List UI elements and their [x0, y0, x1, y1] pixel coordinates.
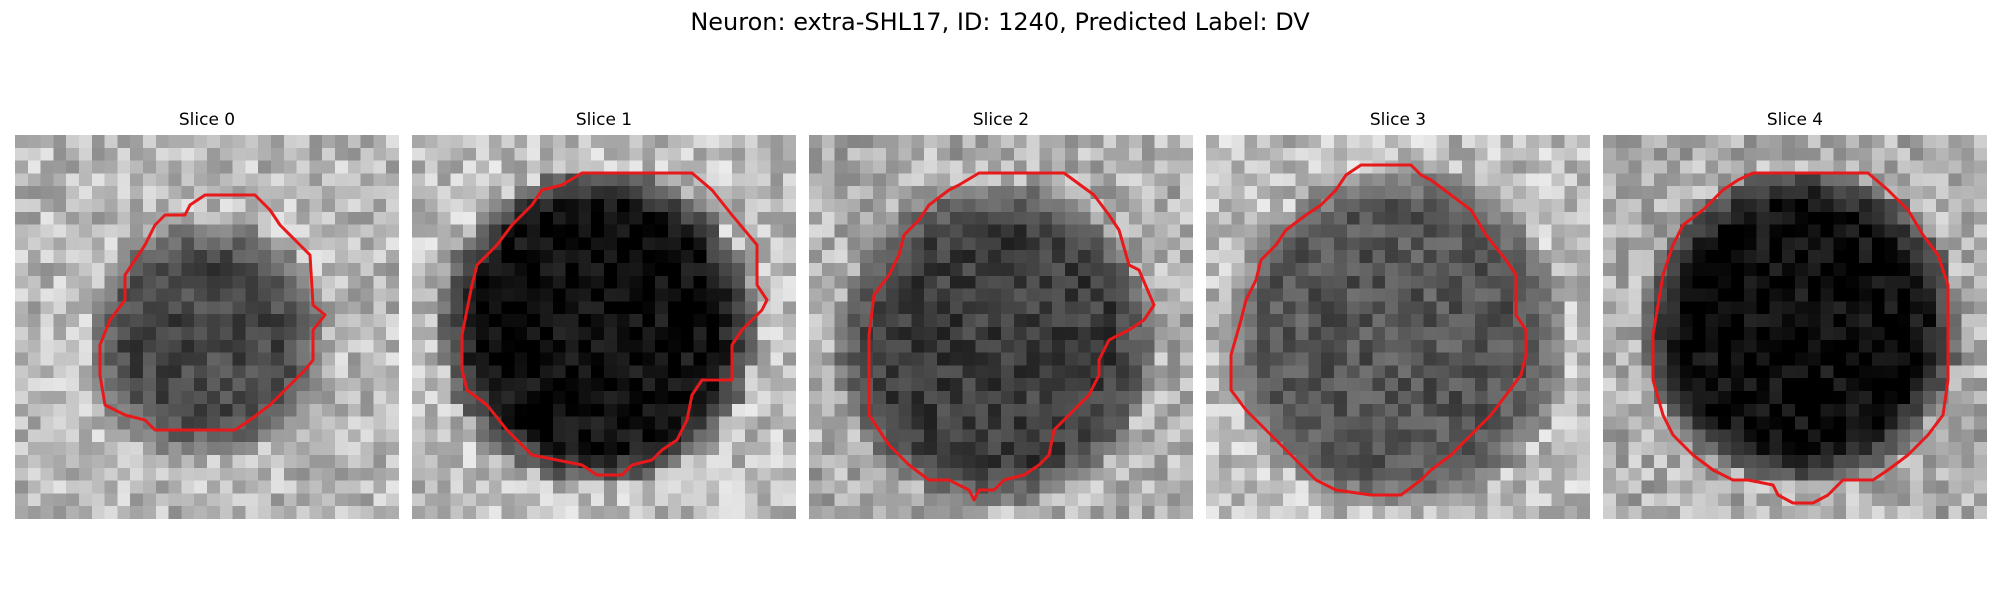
slice-panel-1: Slice 1	[412, 108, 796, 519]
contour-overlay-2	[867, 171, 1156, 502]
slice-title-4: Slice 4	[1766, 110, 1824, 130]
contour-overlay-4	[1651, 171, 1950, 505]
roi-contour-1	[460, 171, 769, 477]
slice-title-0: Slice 0	[178, 110, 236, 130]
slice-title-3: Slice 3	[1369, 110, 1427, 130]
slice-panel-3: Slice 3	[1206, 108, 1590, 519]
slice-image-1	[412, 135, 796, 519]
slice-panel-4: Slice 4	[1603, 108, 1987, 519]
slice-title-2: Slice 2	[972, 110, 1030, 130]
slice-title-1: Slice 1	[575, 110, 633, 130]
roi-contour-2	[867, 171, 1156, 502]
roi-contour-3	[1229, 163, 1528, 497]
slice-image-2	[809, 135, 1193, 519]
microscopy-image-1	[412, 135, 796, 519]
microscopy-image-4	[1603, 135, 1987, 519]
microscopy-image-2	[809, 135, 1193, 519]
contour-overlay-1	[460, 171, 769, 477]
roi-contour-0	[98, 193, 327, 432]
contour-overlay-0	[98, 193, 327, 432]
contour-overlay-3	[1229, 163, 1528, 497]
slice-panel-0: Slice 0	[15, 108, 399, 519]
microscopy-image-3	[1206, 135, 1590, 519]
figure-title: Neuron: extra-SHL17, ID: 1240, Predicted…	[690, 8, 1310, 36]
slice-panel-2: Slice 2	[809, 108, 1193, 519]
slice-image-0	[15, 135, 399, 519]
roi-contour-4	[1651, 171, 1950, 505]
slice-image-3	[1206, 135, 1590, 519]
slice-image-4	[1603, 135, 1987, 519]
microscopy-image-0	[15, 135, 399, 519]
